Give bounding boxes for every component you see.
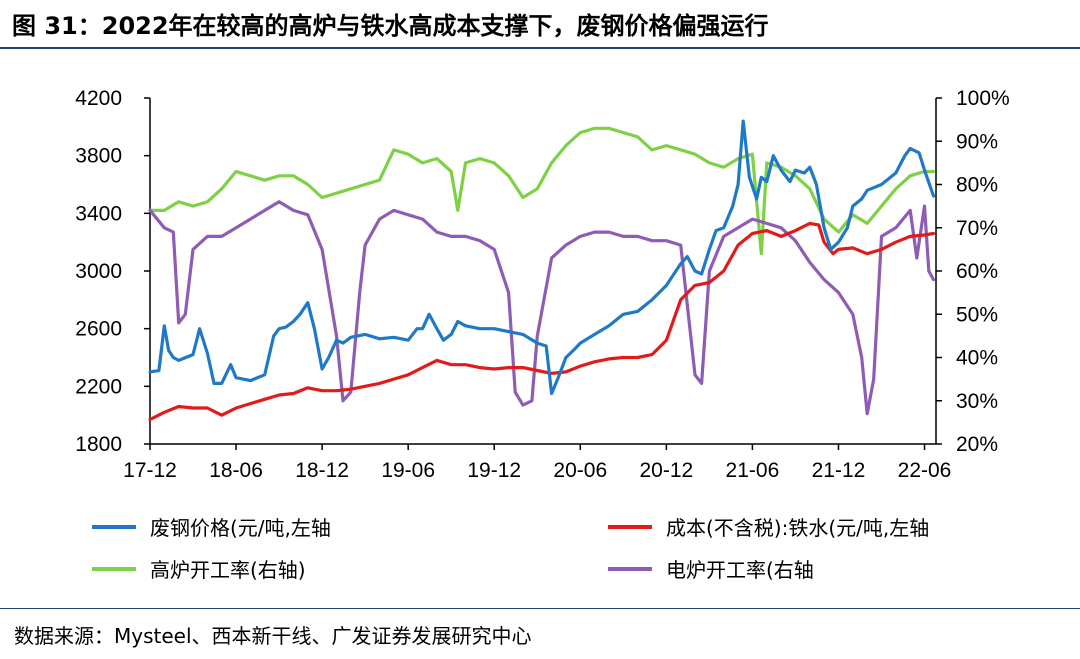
right-axis-ticks: 20% 30% 40% 50% 60% 70% 80% 90% 100% [936, 87, 1010, 456]
legend-swatch-scrap-price [92, 524, 136, 529]
legend-swatch-eaf-rate [608, 566, 652, 571]
right-tick-label: 100% [956, 87, 1010, 110]
title-rule [0, 47, 1080, 49]
left-axis-ticks: 1800 2200 2600 3000 3400 3800 4200 [75, 87, 150, 456]
source-rule [0, 608, 1080, 609]
x-tick-label: 20-12 [639, 459, 693, 482]
left-tick-label: 4200 [75, 87, 122, 110]
legend-item-scrap-price: 废钢价格(元/吨,左轴 [92, 512, 331, 541]
x-tick-label: 17-12 [123, 459, 177, 482]
left-tick-label: 2200 [75, 375, 122, 398]
figure-title: 图 31：2022年在较高的高炉与铁水高成本支撑下，废钢价格偏强运行 [12, 12, 769, 40]
left-tick-label: 3000 [75, 260, 122, 283]
x-tick-label: 20-06 [553, 459, 607, 482]
legend-swatch-hot-metal-cost [608, 524, 652, 529]
source-note: 数据来源：Mysteel、西本新干线、广发证券发展研究中心 [14, 624, 532, 648]
right-tick-label: 90% [956, 130, 998, 153]
scrap-price-line [148, 119, 936, 396]
x-tick-label: 21-12 [812, 459, 866, 482]
x-tick-label: 21-06 [726, 459, 780, 482]
left-tick-label: 2600 [75, 318, 122, 341]
x-tick-label: 19-12 [467, 459, 521, 482]
right-tick-label: 80% [956, 174, 998, 197]
right-tick-label: 50% [956, 303, 998, 326]
legend-label-scrap-price: 废钢价格(元/吨,左轴 [150, 516, 331, 540]
right-tick-label: 40% [956, 347, 998, 370]
legend-label-blast-furnace-rate: 高炉开工率(右轴) [150, 558, 306, 582]
x-tick-label: 19-06 [381, 459, 435, 482]
left-tick-label: 3400 [75, 202, 122, 225]
x-tick-label: 22-06 [898, 459, 952, 482]
x-axis-ticks: 17-12 18-06 18-12 19-06 19-12 20-06 20-12 21-06… [123, 444, 951, 482]
eaf-rate-line [148, 200, 936, 416]
right-tick-label: 20% [956, 433, 998, 456]
x-tick-label: 18-12 [295, 459, 349, 482]
line-chart: 1800 2200 2600 3000 3400 3800 4200 20% 30% 40% 50… [75, 87, 1010, 482]
blast-furnace-rate-line [148, 126, 936, 256]
legend-swatch-blast-furnace-rate [92, 566, 136, 571]
series-layer [148, 119, 936, 422]
right-tick-label: 30% [956, 390, 998, 413]
legend-item-hot-metal-cost: 成本(不含税):铁水(元/吨,左轴 [608, 512, 929, 541]
right-tick-label: 60% [956, 260, 998, 283]
legend-item-blast-furnace-rate: 高炉开工率(右轴) [92, 554, 306, 583]
right-tick-label: 70% [956, 217, 998, 240]
hot-metal-cost-line [148, 221, 936, 422]
left-tick-label: 3800 [75, 145, 122, 168]
legend-item-eaf-rate: 电炉开工率(右轴 [608, 554, 814, 583]
left-tick-label: 1800 [75, 433, 122, 456]
legend-label-eaf-rate: 电炉开工率(右轴 [666, 558, 814, 582]
x-tick-label: 18-06 [209, 459, 263, 482]
legend-label-hot-metal-cost: 成本(不含税):铁水(元/吨,左轴 [666, 516, 930, 540]
